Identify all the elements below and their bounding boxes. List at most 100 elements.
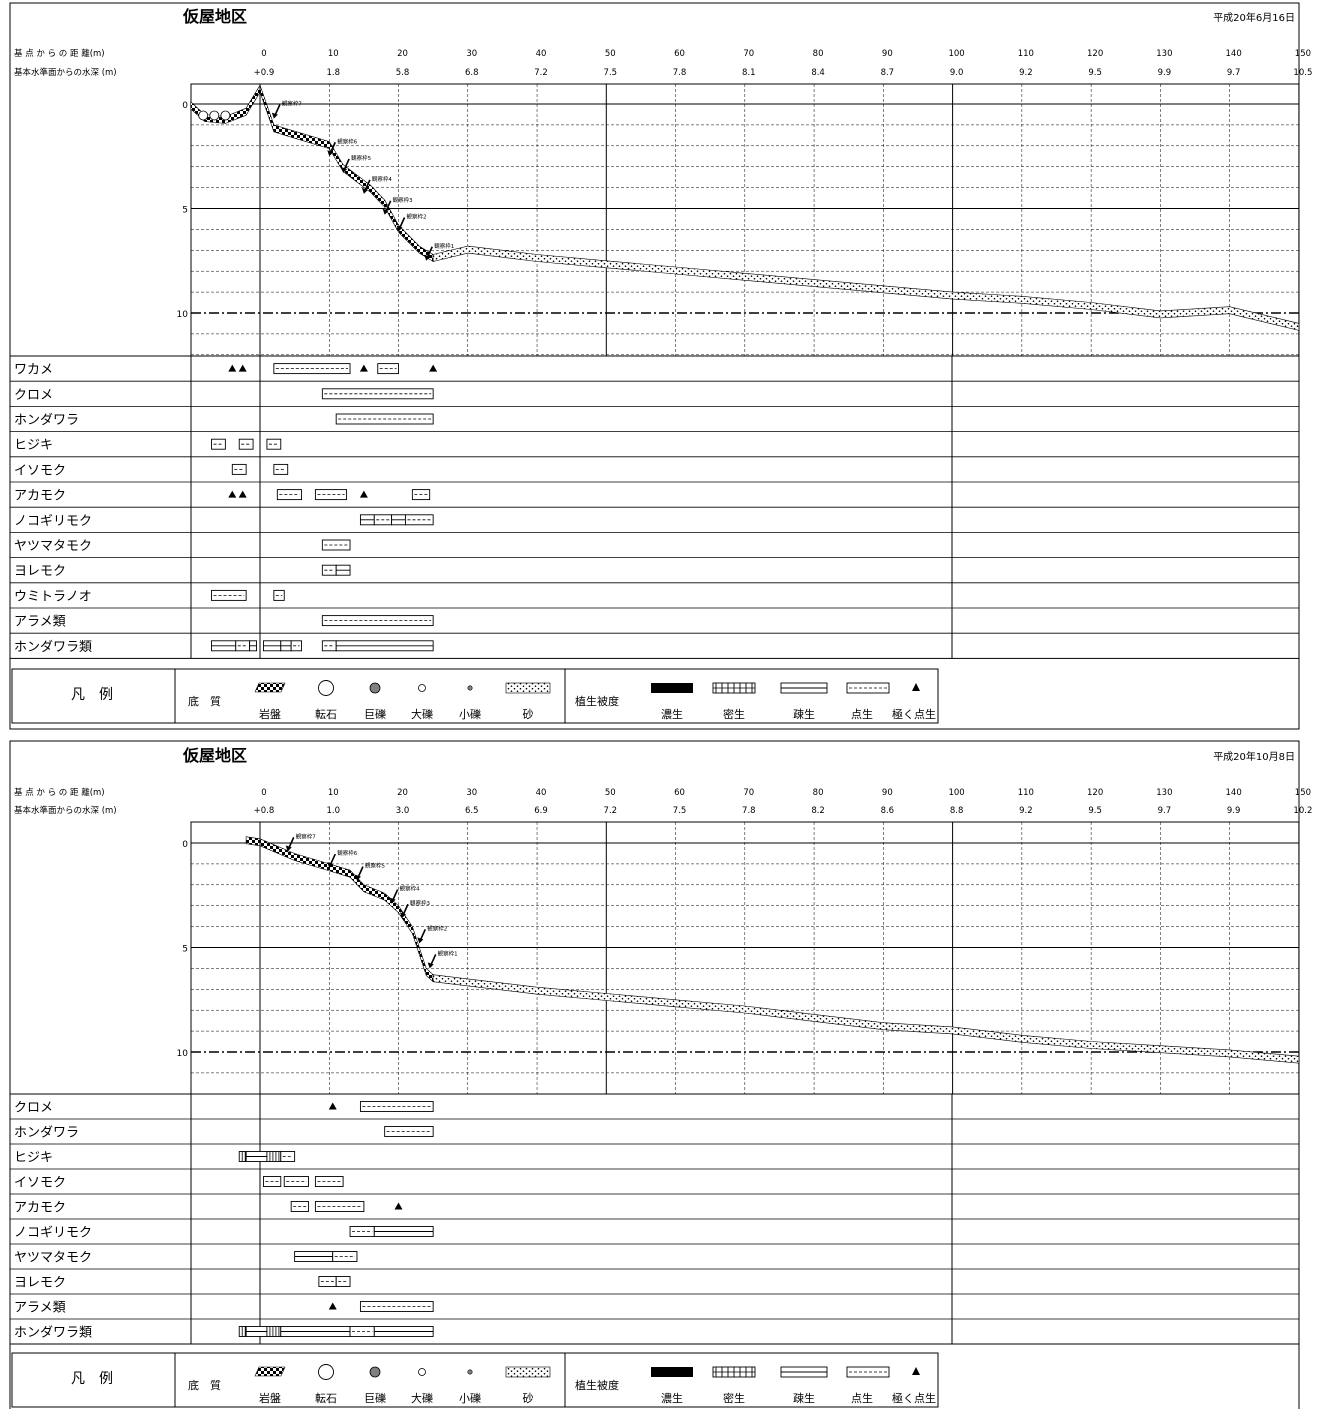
chart-title: 仮屋地区	[182, 746, 247, 765]
cover-legend-label: 極く点生	[892, 1391, 936, 1405]
profile-chart: 0 5 10 観察枠7 観察枠6 観察枠5 観察枠4 観察枠3 観察枠2 観察枠1	[177, 821, 1300, 1095]
observation-marker-arrowhead	[417, 937, 424, 944]
observation-marker-label: 観察枠2	[427, 924, 447, 932]
distance-tick-label: 60	[674, 788, 685, 798]
species-name: ノコギリモク	[14, 1226, 92, 1241]
cover-dot-bar	[321, 615, 434, 627]
cover-very-dense-legend-icon	[651, 1367, 693, 1377]
depth-tick-label: 10	[177, 1049, 189, 1059]
legend-title: 凡 例	[71, 687, 113, 703]
chart-title: 仮屋地区	[182, 7, 247, 26]
sand-legend-icon	[505, 682, 551, 694]
cover-dot-bar	[238, 438, 254, 450]
distance-tick-label: 100	[948, 788, 964, 798]
cover-dot-bar	[321, 388, 434, 400]
observation-marker-arrowhead	[382, 208, 389, 215]
distance-tick-label: 20	[397, 788, 408, 798]
species-name: ノコギリモク	[14, 514, 92, 529]
cover-very-sparse-mark	[238, 490, 247, 498]
cover-very-sparse-mark	[328, 1302, 337, 1310]
cover-dot-legend-icon	[846, 1366, 890, 1378]
species-name: ホンダワラ類	[14, 1326, 92, 1341]
depth-value-label: 8.8	[950, 806, 964, 816]
observation-marker-arrow	[329, 853, 336, 866]
substrate-legend-label: 大礫	[411, 1391, 433, 1405]
depth-value-label: 8.2	[811, 806, 825, 816]
boulder-legend-icon	[369, 1366, 381, 1378]
cover-legend-label: 疎生	[793, 1391, 815, 1405]
cover-very-sparse-mark	[328, 1102, 337, 1110]
cover-legend-label: 密生	[723, 1391, 745, 1405]
observation-marker-arrowhead	[354, 874, 361, 881]
observation-marker-label: 観察枠3	[410, 899, 431, 907]
cover-legend-label: 濃生	[661, 1391, 683, 1405]
species-name: ヨレモク	[14, 564, 66, 579]
observation-marker-arrowhead	[285, 845, 292, 852]
cover-label: 植生被度	[575, 1378, 619, 1392]
depth-value-label: 6.5	[465, 806, 479, 816]
observation-marker-label: 観察枠5	[351, 154, 372, 162]
depth-value-label: +0.8	[254, 806, 275, 816]
distance-tick-label: 130	[1156, 49, 1172, 59]
legend-frame	[11, 1352, 939, 1408]
depth-value-label: 3.0	[396, 806, 410, 816]
depth-axis-label: 基本水準面からの水深 (m)	[14, 67, 117, 78]
species-name: ホンダワラ	[14, 1126, 79, 1141]
boulder-mark	[198, 110, 209, 121]
observation-marker-arrow	[274, 104, 281, 116]
cover-very-sparse-mark	[394, 1202, 403, 1210]
cover-dot-bar	[290, 640, 303, 652]
cover-very-sparse-mark	[228, 490, 237, 498]
depth-value-label: 7.5	[673, 806, 687, 816]
depth-value-label: 9.5	[1088, 68, 1102, 78]
large-gravel-legend-icon	[418, 1368, 426, 1376]
distance-tick-label: 40	[536, 788, 547, 798]
observation-marker-arrow	[357, 866, 364, 878]
distance-tick-label: 110	[1018, 49, 1034, 59]
cover-legend-label: 点生	[851, 1391, 873, 1405]
observation-marker-label: 観察枠7	[282, 100, 303, 108]
species-name: ヤツマタモク	[14, 539, 92, 554]
legend-title: 凡 例	[71, 1371, 113, 1387]
species-name: アカモク	[14, 489, 66, 504]
sand-legend-icon	[505, 1366, 551, 1378]
depth-value-label: 8.6	[881, 806, 895, 816]
rock-legend-icon	[254, 1366, 286, 1377]
distance-tick-label: 110	[1018, 788, 1034, 798]
cover-dot-bar	[280, 1151, 296, 1162]
depth-tick-label: 5	[182, 945, 188, 955]
distance-tick-label: 50	[605, 788, 616, 798]
distance-tick-label: 0	[261, 49, 266, 59]
depth-value-label: 1.0	[326, 806, 340, 816]
substrate-legend-label: 大礫	[411, 707, 433, 721]
observation-marker-arrowhead	[427, 962, 434, 969]
species-name: クロメ	[14, 388, 53, 403]
distance-tick-label: 90	[882, 49, 893, 59]
substrate-legend-label: 巨礫	[364, 707, 386, 721]
cover-legend-label: 点生	[851, 707, 873, 721]
depth-tick-label: 5	[182, 206, 188, 216]
distance-tick-label: 150	[1295, 49, 1311, 59]
observation-marker-label: 観察枠4	[372, 175, 393, 183]
distance-tick-label: 120	[1087, 49, 1103, 59]
cover-dot-bar	[273, 463, 289, 475]
depth-axis-label: 基本水準面からの水深 (m)	[14, 805, 117, 816]
depth-value-label: 9.5	[1088, 806, 1102, 816]
depth-value-label: 5.8	[396, 68, 410, 78]
cover-label: 植生被度	[575, 694, 619, 708]
observation-marker-label: 観察枠6	[337, 849, 358, 857]
species-name: アラメ類	[14, 1301, 66, 1316]
distance-tick-label: 70	[743, 788, 754, 798]
distance-tick-label: 70	[743, 49, 754, 59]
cover-dot-bar	[273, 589, 285, 601]
profile-chart: 0 5 10 観察枠7 観察枠6 観察枠5 観察枠4 観察枠3 観察枠2 観察枠1	[177, 83, 1300, 357]
depth-value-label: 9.9	[1158, 68, 1172, 78]
distance-tick-label: 40	[536, 49, 547, 59]
observation-marker-arrow	[391, 889, 399, 901]
distance-tick-label: 50	[605, 49, 616, 59]
distance-axis-label: 基 点 か ら の 距 離(m)	[14, 48, 105, 59]
species-name: ヒジキ	[14, 438, 53, 453]
